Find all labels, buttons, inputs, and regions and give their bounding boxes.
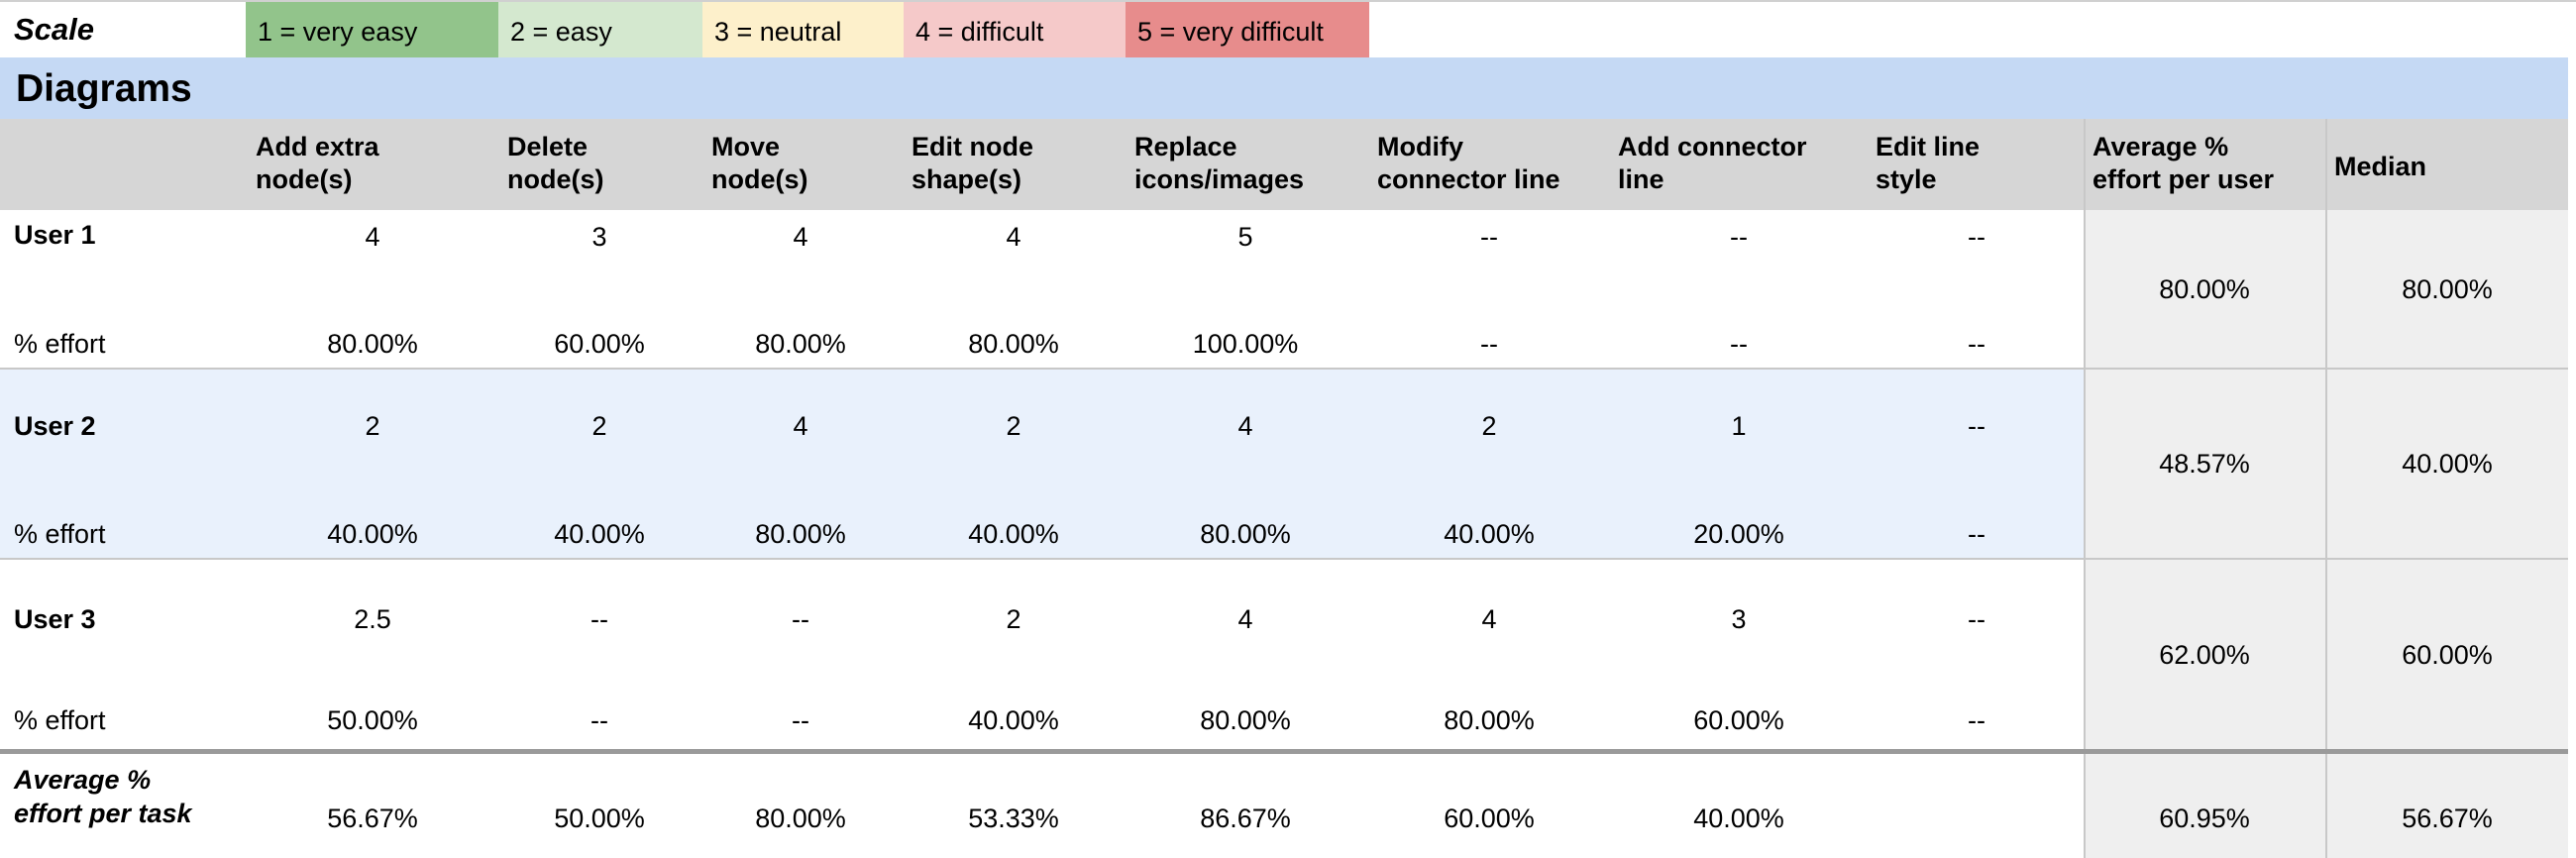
effort-cell[interactable]: -- [1480, 329, 1498, 359]
effort-cell[interactable]: 80.00% [755, 329, 846, 359]
user-median[interactable]: 40.00% [2402, 449, 2493, 479]
section-title: Diagrams [16, 67, 192, 110]
score-cell[interactable]: 3 [1731, 604, 1747, 634]
row-divider [0, 558, 2568, 560]
effort-cell[interactable]: -- [792, 705, 809, 735]
score-cell[interactable]: -- [1968, 222, 1986, 252]
score-cell[interactable]: 4 [1006, 222, 1021, 252]
effort-cell[interactable]: -- [1730, 329, 1748, 359]
user-avg-effort[interactable]: 48.57% [2159, 449, 2250, 479]
scale-level-easy[interactable]: 2 = easy [498, 2, 702, 57]
overall-avg-effort[interactable]: 60.95% [2159, 804, 2250, 833]
task-avg-effort[interactable]: 60.00% [1444, 804, 1535, 833]
score-cell[interactable]: 2 [1006, 411, 1021, 441]
score-cell[interactable]: 4 [365, 222, 380, 252]
effort-cell[interactable]: 40.00% [968, 705, 1059, 735]
user-block-2: User 2 % effort 2 2 4 2 4 2 1 -- 40.00% … [0, 370, 2084, 558]
effort-cell[interactable]: 40.00% [1444, 519, 1535, 549]
score-cell[interactable]: -- [1968, 411, 1986, 441]
effort-cell[interactable]: 40.00% [968, 519, 1059, 549]
task-avg-effort[interactable]: 40.00% [1693, 804, 1784, 833]
scale-level-very-difficult[interactable]: 5 = very difficult [1126, 2, 1369, 57]
user-median[interactable]: 60.00% [2402, 640, 2493, 670]
user-median[interactable]: 80.00% [2402, 274, 2493, 304]
effort-cell[interactable]: 60.00% [1693, 705, 1784, 735]
user-avg-effort[interactable]: 80.00% [2159, 274, 2250, 304]
effort-cell[interactable]: 50.00% [327, 705, 418, 735]
header-move-nodes[interactable]: Move node(s) [711, 132, 808, 194]
score-cell[interactable]: -- [590, 604, 608, 634]
user-avg-effort[interactable]: 62.00% [2159, 640, 2250, 670]
task-avg-effort[interactable]: 80.00% [755, 804, 846, 833]
effort-cell[interactable]: 40.00% [327, 519, 418, 549]
effort-cell[interactable]: 80.00% [1200, 519, 1291, 549]
effort-cell[interactable]: 20.00% [1693, 519, 1784, 549]
score-cell[interactable]: 4 [1481, 604, 1497, 634]
score-cell[interactable]: 2 [1481, 411, 1497, 441]
header-add-connector-line[interactable]: Add connector line [1618, 132, 1807, 194]
score-cell[interactable]: 4 [1237, 411, 1253, 441]
effort-label[interactable]: % effort [14, 329, 106, 359]
avg-effort-per-task-label[interactable]: Average % effort per task [14, 765, 192, 828]
header-add-extra-nodes[interactable]: Add extra node(s) [256, 132, 379, 194]
score-cell[interactable]: 4 [1237, 604, 1253, 634]
header-edit-node-shapes[interactable]: Edit node shape(s) [912, 132, 1033, 194]
avg-effort-per-user-column [2084, 119, 2325, 858]
effort-cell[interactable]: -- [1968, 329, 1986, 359]
score-cell[interactable]: 2 [365, 411, 380, 441]
scale-level-very-easy[interactable]: 1 = very easy [246, 2, 498, 57]
score-cell[interactable]: 5 [1237, 222, 1253, 252]
header-edit-line-style[interactable]: Edit line style [1876, 132, 1981, 194]
header-replace-icons-images[interactable]: Replace icons/images [1134, 132, 1305, 194]
score-cell[interactable]: 4 [793, 411, 808, 441]
user-name[interactable]: User 1 [14, 220, 96, 250]
effort-cell[interactable]: -- [590, 705, 608, 735]
scale-level-neutral[interactable]: 3 = neutral [702, 2, 904, 57]
section-title-bar[interactable]: Diagrams [0, 57, 2568, 119]
header-delete-nodes[interactable]: Delete node(s) [507, 132, 604, 194]
footer-divider [0, 749, 2568, 754]
user-block-1: User 1 % effort 4 3 4 4 5 -- -- -- 80.00… [0, 210, 2084, 369]
header-median[interactable]: Median [2334, 152, 2427, 181]
task-avg-effort[interactable]: 86.67% [1200, 804, 1291, 833]
effort-cell[interactable]: 80.00% [755, 519, 846, 549]
user-name[interactable]: User 3 [14, 604, 96, 634]
effort-cell[interactable]: 40.00% [554, 519, 645, 549]
median-column [2325, 119, 2568, 858]
score-cell[interactable]: 1 [1731, 411, 1747, 441]
score-cell[interactable]: -- [1968, 604, 1986, 634]
effort-cell[interactable]: -- [1968, 705, 1986, 735]
effort-label[interactable]: % effort [14, 519, 106, 549]
row-divider [0, 368, 2568, 370]
score-cell[interactable]: 3 [591, 222, 607, 252]
effort-cell[interactable]: 80.00% [327, 329, 418, 359]
effort-label[interactable]: % effort [14, 705, 106, 735]
task-avg-effort[interactable]: 56.67% [327, 804, 418, 833]
user-block-3: User 3 % effort 2.5 -- -- 2 4 4 3 -- 50.… [0, 560, 2084, 748]
score-cell[interactable]: -- [1480, 222, 1498, 252]
header-modify-connector-line[interactable]: Modify connector line [1377, 132, 1560, 194]
scale-label[interactable]: Scale [14, 12, 95, 47]
effort-cell[interactable]: 80.00% [1444, 705, 1535, 735]
score-cell[interactable]: 2 [1006, 604, 1021, 634]
scale-level-difficult[interactable]: 4 = difficult [904, 2, 1126, 57]
effort-cell[interactable]: 80.00% [1200, 705, 1291, 735]
score-cell[interactable]: -- [792, 604, 809, 634]
score-cell[interactable]: 2 [591, 411, 607, 441]
score-cell[interactable]: 4 [793, 222, 808, 252]
user-name[interactable]: User 2 [14, 411, 96, 441]
effort-cell[interactable]: 80.00% [968, 329, 1059, 359]
task-avg-effort[interactable]: 50.00% [554, 804, 645, 833]
effort-cell[interactable]: -- [1968, 519, 1986, 549]
score-cell[interactable]: 2.5 [354, 604, 391, 634]
task-avg-effort[interactable]: 53.33% [968, 804, 1059, 833]
score-cell[interactable]: -- [1730, 222, 1748, 252]
overall-median[interactable]: 56.67% [2402, 804, 2493, 833]
effort-cell[interactable]: 100.00% [1192, 329, 1299, 359]
header-avg-effort-per-user[interactable]: Average % effort per user [2093, 132, 2275, 194]
scale-row: Scale 1 = very easy 2 = easy 3 = neutral… [0, 0, 2576, 57]
effort-cell[interactable]: 60.00% [554, 329, 645, 359]
